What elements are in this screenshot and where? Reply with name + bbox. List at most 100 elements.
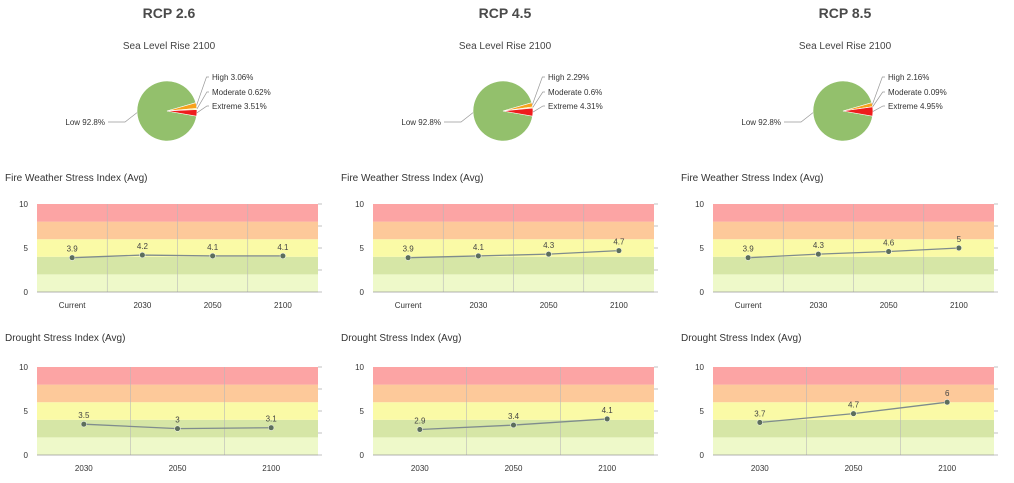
sea-level-pie-chart: Low 92.8% High 2.29% Moderate 0.6% Extreme …	[401, 73, 603, 142]
pie-connector-low	[108, 112, 138, 123]
drought-index-chart: 0 5 10 2030 2050 2100 3.5 3 3.1	[19, 363, 322, 473]
x-tick-label: 2050	[880, 301, 898, 310]
data-label: 3.5	[78, 411, 90, 420]
data-point	[174, 425, 181, 432]
sea-level-rise-title: Sea Level Rise 2100	[798, 41, 892, 52]
pie-slice-extreme	[166, 109, 198, 117]
x-tick-label: 2030	[133, 301, 151, 310]
data-point	[69, 254, 76, 261]
x-tick-label: 2100	[274, 301, 292, 310]
risk-band	[37, 367, 318, 385]
drought-index-title: Drought Stress Index (Avg)	[341, 333, 462, 344]
sea-level-pie-chart: Low 92.8% High 2.16% Moderate 0.09% Extreme…	[741, 73, 947, 142]
x-tick-label: 2100	[598, 464, 616, 473]
y-tick-label: 10	[695, 363, 704, 372]
scenario-column-rcp45: RCP 4.5 Sea Level Rise 2100 Low 92.8% Hig…	[336, 0, 674, 483]
pie-label-extreme: Extreme 4.31%	[548, 102, 603, 111]
risk-band	[713, 419, 994, 438]
pie-label-low: Low 92.8%	[65, 118, 105, 127]
risk-band	[373, 419, 654, 438]
data-point	[405, 254, 412, 261]
pie-label-moderate: Moderate 0.09%	[888, 88, 947, 97]
fire-index-chart: 0 5 10 Current 2030 2050 2100 3.9 4.2 4.1 4.1	[19, 200, 322, 310]
y-tick-label: 5	[24, 244, 29, 253]
y-tick-label: 0	[24, 451, 29, 460]
pie-label-moderate: Moderate 0.62%	[212, 88, 271, 97]
y-tick-label: 5	[700, 407, 705, 416]
risk-band	[713, 384, 994, 403]
fire-index-chart: 0 5 10 Current 2030 2050 2100 3.9 4.3 4.6 5	[695, 200, 998, 310]
data-point	[510, 422, 517, 429]
x-tick-label: 2050	[540, 301, 558, 310]
data-point	[955, 244, 962, 252]
data-label: 4.1	[473, 243, 485, 252]
data-label: 4.1	[602, 406, 614, 415]
data-label: 3.9	[743, 245, 755, 254]
sea-level-rise-title: Sea Level Rise 2100	[458, 41, 552, 52]
fire-index-title: Fire Weather Stress Index (Avg)	[681, 173, 824, 184]
data-point	[885, 248, 892, 255]
y-tick-label: 0	[700, 451, 705, 460]
y-tick-label: 5	[24, 407, 29, 416]
series-line	[72, 254, 283, 259]
x-tick-label: 2050	[204, 301, 222, 310]
y-tick-label: 5	[360, 407, 365, 416]
y-tick-label: 10	[19, 200, 28, 209]
pie-slice-low	[136, 80, 197, 142]
risk-band	[373, 367, 654, 385]
risk-band	[713, 437, 994, 455]
pie-label-high: High 2.29%	[548, 73, 589, 82]
data-point	[416, 426, 423, 433]
pie-slice-low	[812, 80, 873, 142]
risk-band	[713, 367, 994, 385]
fire-index-title: Fire Weather Stress Index (Avg)	[341, 173, 484, 184]
pie-label-high: High 2.16%	[888, 73, 929, 82]
y-tick-label: 0	[360, 288, 365, 297]
data-label: 4.3	[543, 241, 555, 250]
series-line	[748, 247, 959, 259]
pie-connector-high	[532, 76, 545, 105]
data-label: 3	[175, 416, 180, 425]
data-point	[850, 410, 857, 417]
y-tick-label: 10	[355, 200, 364, 209]
y-tick-label: 0	[700, 288, 705, 297]
x-tick-label: 2050	[505, 464, 523, 473]
pie-connector-high	[871, 76, 885, 105]
scenario-title: RCP 2.6	[142, 5, 196, 21]
x-tick-label: 2100	[610, 301, 628, 310]
drought-index-title: Drought Stress Index (Avg)	[5, 333, 126, 344]
pie-connector-extreme	[532, 105, 545, 113]
data-point	[139, 251, 146, 259]
y-tick-label: 10	[695, 200, 704, 209]
data-label: 3.9	[403, 245, 415, 254]
data-point	[279, 252, 286, 259]
x-tick-label: 2100	[950, 301, 968, 310]
pie-slice-low	[472, 80, 533, 142]
pie-connector-moderate	[872, 91, 885, 107]
data-label: 4.6	[883, 239, 895, 248]
data-point	[815, 251, 822, 258]
y-tick-label: 0	[24, 288, 29, 297]
x-tick-label: Current	[395, 301, 422, 310]
y-tick-label: 0	[360, 451, 365, 460]
pie-slice-extreme	[842, 106, 874, 117]
x-tick-label: 2030	[411, 464, 429, 473]
x-tick-label: 2030	[751, 464, 769, 473]
scenario-column-rcp85: RCP 8.5 Sea Level Rise 2100 Low 92.8% Hig…	[676, 0, 1014, 483]
scenario-column-rcp26: RCP 2.6 Sea Level Rise 2100 Low 92.8% Hig…	[0, 0, 338, 483]
data-label: 4.7	[613, 238, 625, 247]
x-tick-label: 2050	[169, 464, 187, 473]
data-label: 4.1	[277, 243, 289, 252]
x-tick-label: 2050	[845, 464, 863, 473]
drought-index-chart: 0 5 10 2030 2050 2100 2.9 3.4 4.1	[355, 363, 658, 473]
pie-connector-extreme	[196, 105, 209, 114]
pie-label-high: High 3.06%	[212, 73, 253, 82]
pie-connector-high	[196, 76, 209, 106]
data-point	[615, 247, 622, 254]
pie-connector-low	[444, 112, 474, 123]
data-label: 3.9	[67, 245, 79, 254]
risk-band	[37, 437, 318, 455]
pie-connector-moderate	[196, 91, 209, 110]
series-line	[408, 249, 619, 259]
data-point	[475, 252, 482, 259]
